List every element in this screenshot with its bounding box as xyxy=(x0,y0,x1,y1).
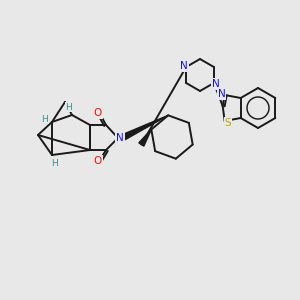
Polygon shape xyxy=(121,115,168,141)
Text: H: H xyxy=(51,158,57,167)
Text: S: S xyxy=(224,118,231,128)
Text: N: N xyxy=(212,79,220,89)
Text: N: N xyxy=(218,89,226,99)
Polygon shape xyxy=(139,130,151,146)
Text: H: H xyxy=(42,115,48,124)
Text: N: N xyxy=(116,133,124,143)
Text: O: O xyxy=(94,108,102,118)
Text: N: N xyxy=(180,61,188,71)
Text: H: H xyxy=(66,103,72,112)
Text: O: O xyxy=(94,156,102,166)
